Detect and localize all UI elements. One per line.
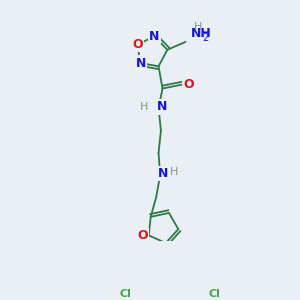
Text: N: N bbox=[158, 167, 169, 180]
Text: N: N bbox=[136, 56, 146, 70]
Text: O: O bbox=[132, 38, 143, 51]
Text: Cl: Cl bbox=[120, 289, 131, 299]
Text: Cl: Cl bbox=[208, 289, 220, 299]
Text: NH: NH bbox=[191, 27, 212, 40]
Text: H: H bbox=[194, 22, 202, 32]
Text: 2: 2 bbox=[202, 33, 208, 43]
Text: N: N bbox=[157, 100, 167, 113]
Text: N: N bbox=[149, 30, 160, 43]
Text: O: O bbox=[183, 78, 194, 91]
Text: H: H bbox=[140, 102, 148, 112]
Text: H: H bbox=[170, 167, 178, 177]
Text: O: O bbox=[137, 229, 148, 242]
